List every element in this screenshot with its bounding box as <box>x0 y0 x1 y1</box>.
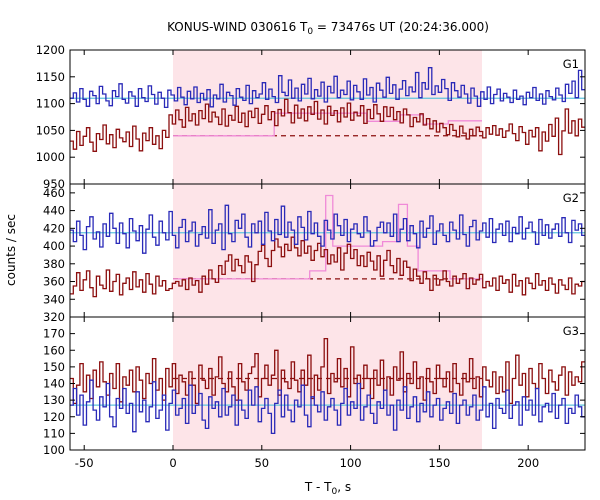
x-tick-label: 150 <box>428 456 450 470</box>
y-tick-label: 1000 <box>36 150 65 164</box>
y-tick-label: 360 <box>43 275 65 289</box>
chart-title-suffix: = 73476s UT (20:24:36.000) <box>313 20 489 34</box>
pink-model-histogram <box>173 194 482 280</box>
x-axis-label-suffix: , s <box>337 480 351 494</box>
y-tick-label: 380 <box>43 257 65 271</box>
panel-label: G3 <box>563 324 579 338</box>
chart-title-subscript: 0 <box>307 27 313 37</box>
x-axis-label: T - T0, s <box>304 480 351 497</box>
red-count-series <box>70 236 585 298</box>
x-tick-label: 200 <box>517 456 539 470</box>
y-axis-label: counts / sec <box>4 214 18 286</box>
x-tick-label: 100 <box>340 456 362 470</box>
y-tick-label: 110 <box>43 426 65 440</box>
panel-label: G2 <box>563 191 579 205</box>
y-tick-label: 340 <box>43 292 65 306</box>
y-tick-label: 140 <box>43 377 65 391</box>
panel-g3: 100 110 120 130 140 150 160 170 G3 <box>43 316 586 457</box>
y-tick-label: 130 <box>43 393 65 407</box>
x-tick-label: -50 <box>75 456 94 470</box>
chart-title: KONUS-WIND 030616 T0 = 73476s UT (20:24:… <box>167 20 489 37</box>
y-tick-label: 320 <box>43 310 65 324</box>
y-tick-label: 1100 <box>36 97 65 111</box>
panel-g2: 320 340 360 380 400 420 440 460 G2 <box>43 183 586 324</box>
x-axis-label-subscript: 0 <box>332 487 338 497</box>
red-count-series <box>70 337 585 405</box>
y-tick-label: 420 <box>43 221 65 235</box>
y-tick-label: 150 <box>43 360 65 374</box>
red-count-series <box>70 98 585 156</box>
y-tick-label: 120 <box>43 410 65 424</box>
x-tick-label: 50 <box>254 456 269 470</box>
y-tick-label: 170 <box>43 327 65 341</box>
y-tick-label: 460 <box>43 186 65 200</box>
y-tick-label: 440 <box>43 204 65 218</box>
panel-g1: 950 1000 1050 1100 1150 1200 G1 <box>36 43 586 191</box>
blue-count-series <box>70 204 585 254</box>
panels-group: 95010001050110011501200G1320340360380400… <box>36 43 586 470</box>
blue-count-series <box>70 379 585 435</box>
y-tick-label: 400 <box>43 239 65 253</box>
chart-title-prefix: KONUS-WIND 030616 T <box>167 20 308 34</box>
y-tick-label: 100 <box>43 443 65 457</box>
y-tick-label: 1150 <box>36 70 65 84</box>
y-tick-label: 1200 <box>36 43 65 57</box>
x-tick-label: 0 <box>169 456 176 470</box>
y-tick-label: 1050 <box>36 123 65 137</box>
y-tick-label: 950 <box>43 177 65 191</box>
blue-count-series <box>70 67 585 109</box>
y-tick-label: 160 <box>43 343 65 357</box>
panel-label: G1 <box>563 57 579 71</box>
x-axis-label-prefix: T - T <box>304 480 332 494</box>
